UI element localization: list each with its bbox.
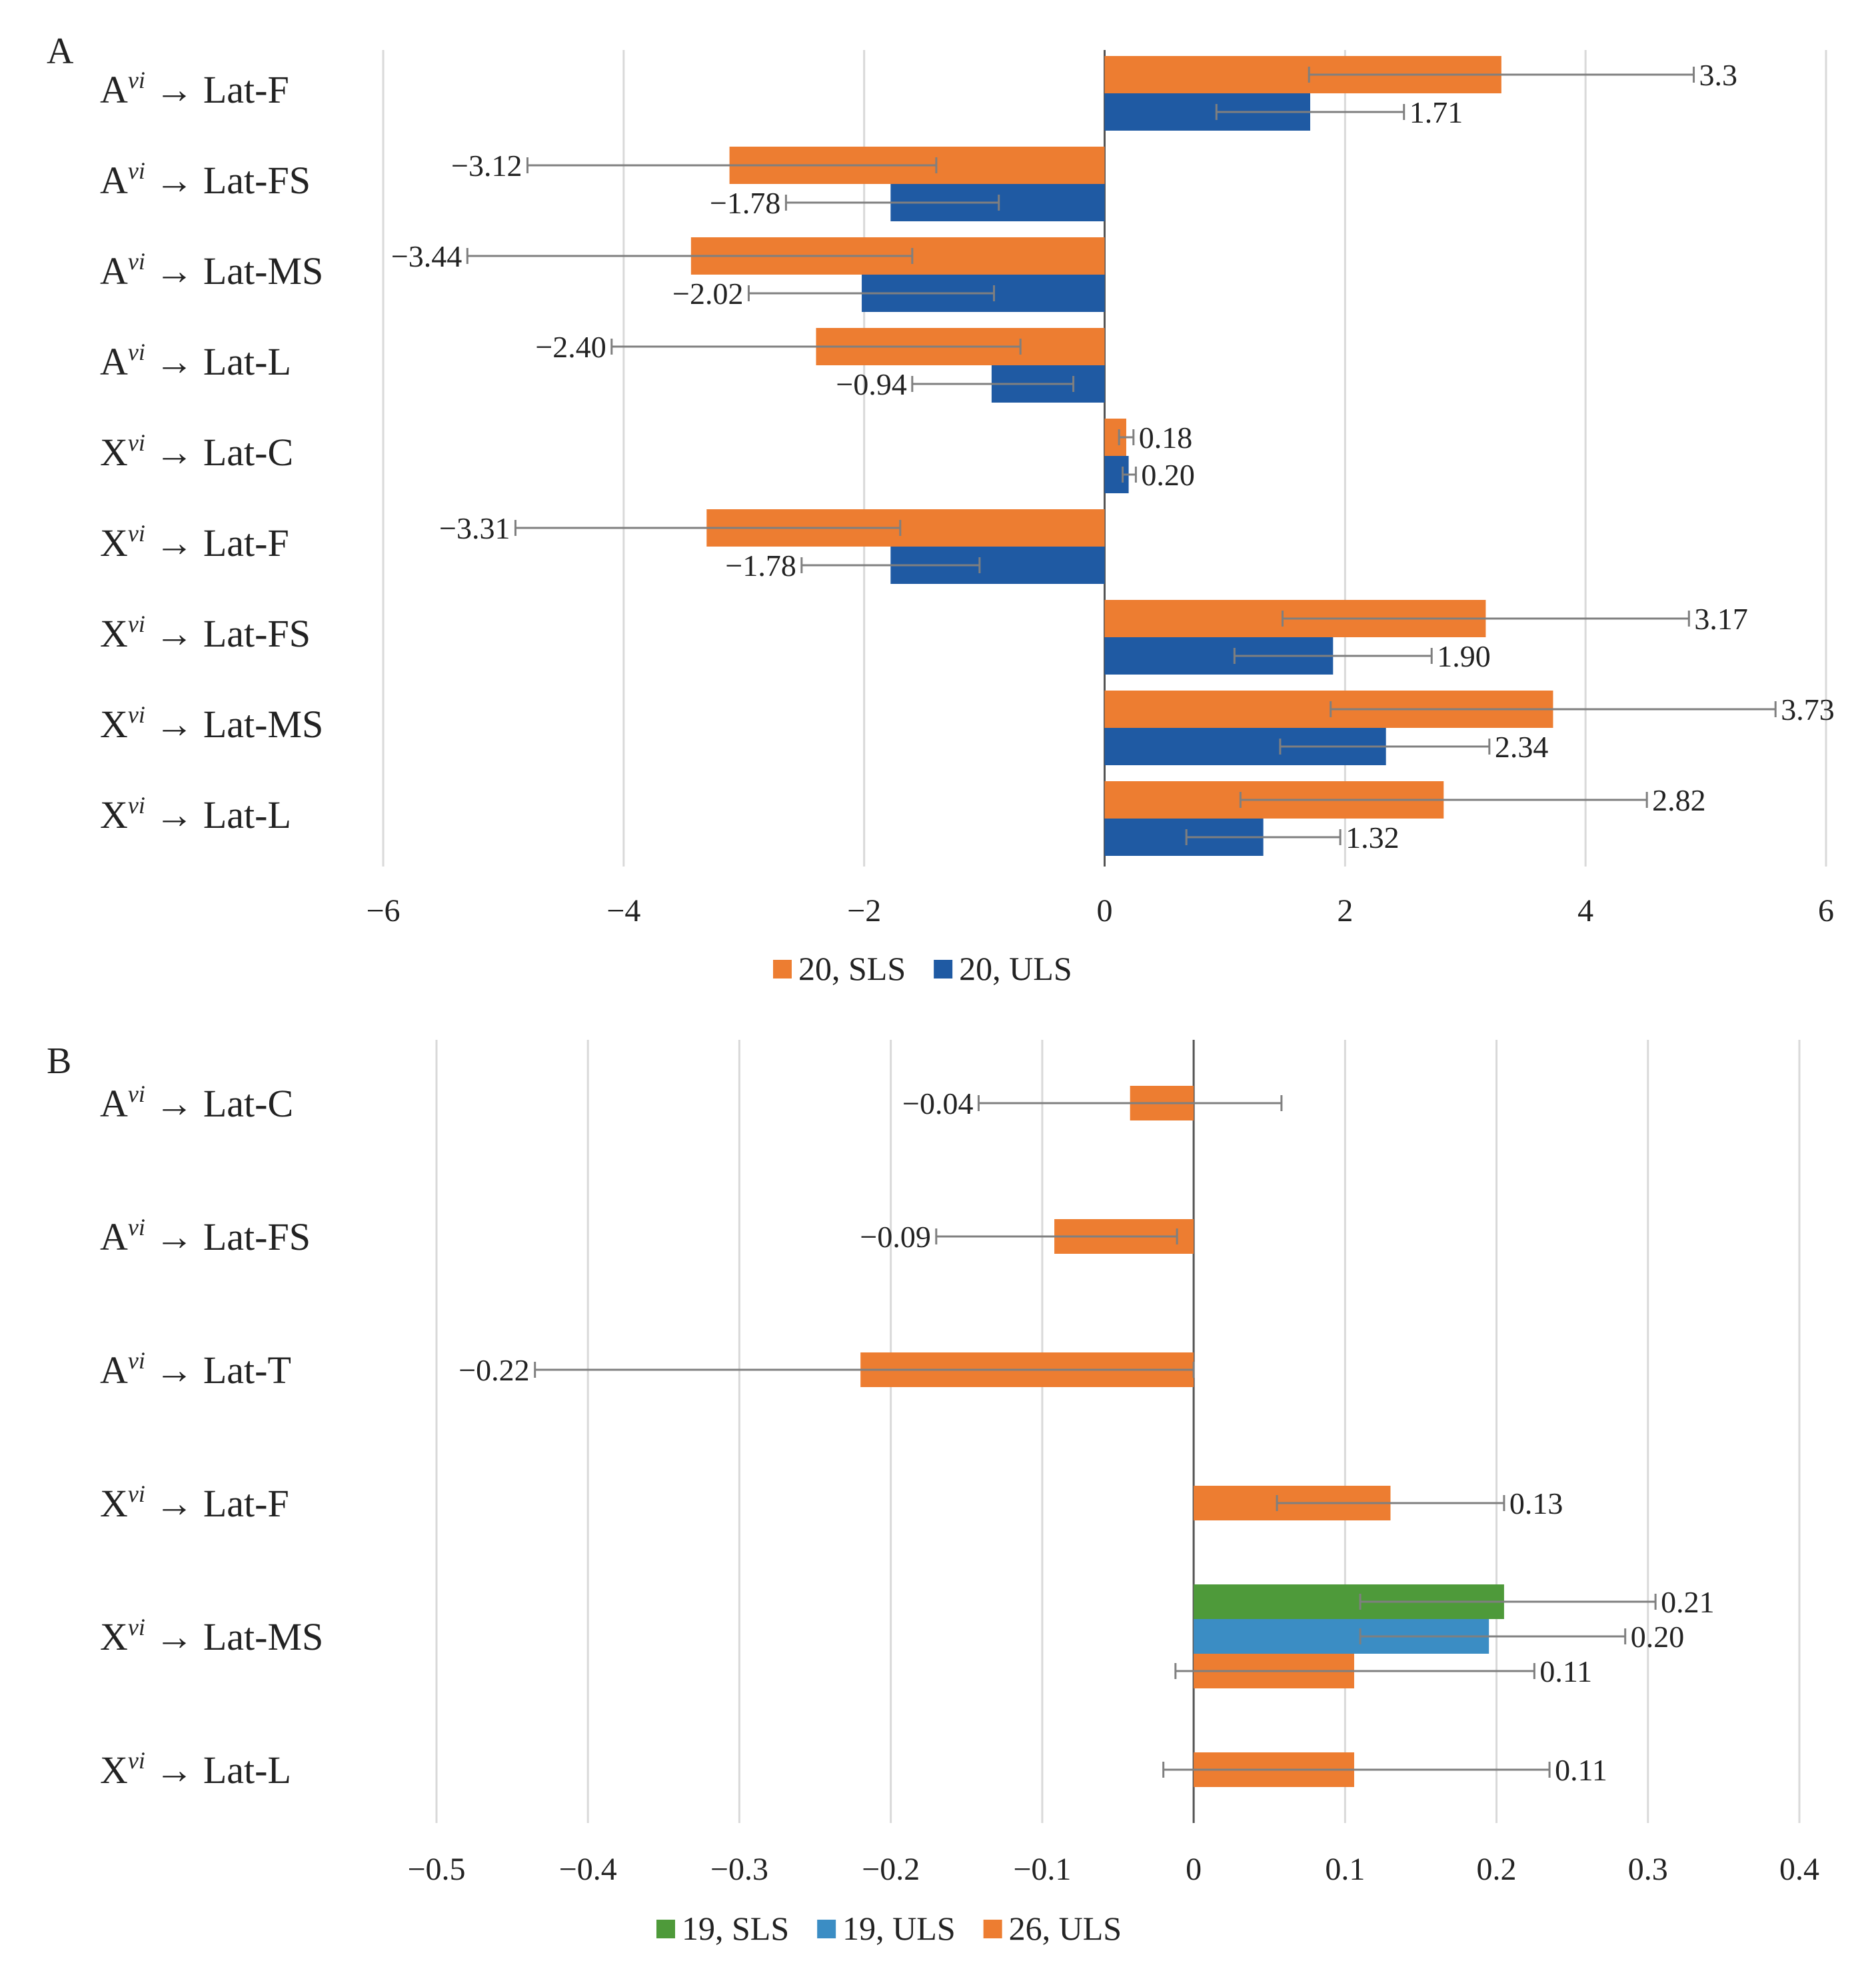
x-tick-label: 2 <box>1337 893 1353 929</box>
panel-b-gridlines <box>435 1040 1801 1823</box>
data-label: 0.18 <box>1139 421 1193 455</box>
panel-a: A 3.3 1.71 −3.12 −1.78 −3.44 −2.02 −2.40 −0.94 0… <box>47 31 1835 987</box>
data-label: 1.90 <box>1437 639 1491 673</box>
panel-a-legend: 20, SLS 20, ULS <box>773 950 1072 987</box>
x-tick-label: 0.3 <box>1628 1852 1668 1887</box>
panel-b-bars: −0.04 −0.09 −0.22 0.13 0.210.20 0.11 0.11 <box>459 1086 1715 1787</box>
x-tick-label: −0.3 <box>710 1852 768 1887</box>
panel-a-bars: 3.3 1.71 −3.12 −1.78 −3.44 −2.02 −2.40 −0.94 0.1… <box>391 56 1835 856</box>
x-tick-label: 0 <box>1097 893 1113 929</box>
data-label: 0.11 <box>1539 1654 1592 1688</box>
data-label: −2.02 <box>672 277 743 311</box>
category-label: Avi → Lat-T <box>100 1347 291 1392</box>
data-label: −0.09 <box>860 1220 930 1254</box>
category-label: Avi → Lat-C <box>100 1080 293 1125</box>
category-label: Avi → Lat-L <box>100 339 291 383</box>
legend-label: 20, SLS <box>798 950 906 987</box>
data-label: 2.82 <box>1652 783 1706 817</box>
data-label: 0.20 <box>1141 458 1195 492</box>
data-label: 3.17 <box>1694 602 1748 636</box>
legend-label: 20, ULS <box>959 950 1072 987</box>
data-label: −3.12 <box>451 149 522 183</box>
legend-swatch <box>773 960 792 979</box>
panel-b-legend: 19, SLS 19, ULS 26, ULS <box>656 1910 1122 1947</box>
data-label: −0.22 <box>459 1353 529 1387</box>
data-label: −2.40 <box>535 330 606 364</box>
category-label: Xvi → Lat-F <box>100 520 289 565</box>
category-label: Xvi → Lat-L <box>100 1747 291 1792</box>
x-tick-label: 0 <box>1186 1852 1202 1887</box>
x-tick-label: 0.1 <box>1325 1852 1365 1887</box>
category-label: Avi → Lat-FS <box>100 1214 311 1258</box>
category-label: Xvi → Lat-MS <box>100 1614 323 1658</box>
data-label: 0.21 <box>1661 1585 1715 1619</box>
panel-a-letter: A <box>47 31 74 72</box>
data-label: 1.32 <box>1346 821 1400 855</box>
data-label: −3.31 <box>439 511 510 545</box>
data-label: 3.73 <box>1781 693 1835 727</box>
legend-swatch <box>817 1920 836 1938</box>
data-label: −1.78 <box>725 549 796 583</box>
legend-label: 26, ULS <box>1009 1910 1122 1947</box>
panel-a-x-tick-labels: −6 −4 −2 0 2 4 6 <box>366 893 1834 929</box>
data-label: 0.11 <box>1555 1753 1607 1787</box>
data-label: 0.20 <box>1631 1620 1685 1654</box>
category-label: Xvi → Lat-FS <box>100 611 311 655</box>
panel-b-category-labels: Avi → Lat-C Avi → Lat-FS Avi → Lat-T Xvi → … <box>100 1080 323 1792</box>
data-label: −0.04 <box>902 1086 973 1120</box>
panel-b: B −0.04−0.09−0.220.130.210.200.110.11 Av… <box>47 1040 1819 1947</box>
panel-b-background <box>17 1023 1859 1966</box>
legend-swatch <box>656 1920 675 1938</box>
category-label: Xvi → Lat-C <box>100 429 293 474</box>
panel-b-letter: B <box>47 1040 71 1082</box>
legend-swatch <box>934 960 953 979</box>
x-tick-label: 6 <box>1818 893 1834 929</box>
data-label: 2.34 <box>1495 730 1549 764</box>
category-label: Xvi → Lat-F <box>100 1480 289 1525</box>
data-label: 0.13 <box>1509 1486 1563 1520</box>
data-label: −1.78 <box>710 186 780 220</box>
category-label: Xvi → Lat-L <box>100 792 291 837</box>
category-label: Xvi → Lat-MS <box>100 701 323 746</box>
category-label: Avi → Lat-FS <box>100 157 311 202</box>
data-label: −3.44 <box>391 239 462 273</box>
x-tick-label: −0.5 <box>407 1852 465 1887</box>
x-tick-label: −0.2 <box>862 1852 920 1887</box>
data-label: 3.3 <box>1699 58 1738 92</box>
panel-a-category-labels: Avi → Lat-F Avi → Lat-FS Avi → Lat-MS Avi →… <box>100 67 323 837</box>
x-tick-label: −0.1 <box>1013 1852 1071 1887</box>
legend-label: 19, SLS <box>682 1910 789 1947</box>
x-tick-label: 4 <box>1577 893 1593 929</box>
panel-b-x-tick-labels: −0.5 −0.4 −0.3 −0.2 −0.1 0 0.1 0.2 0.3 0.4 <box>407 1852 1819 1887</box>
x-tick-label: −4 <box>606 893 640 929</box>
data-label: 1.71 <box>1409 95 1463 129</box>
category-label: Avi → Lat-MS <box>100 248 323 293</box>
x-tick-label: −0.4 <box>559 1852 617 1887</box>
x-tick-label: −2 <box>847 893 881 929</box>
category-label: Avi → Lat-F <box>100 67 289 111</box>
data-label: −0.94 <box>836 367 906 401</box>
x-tick-label: 0.4 <box>1779 1852 1819 1887</box>
x-tick-label: 0.2 <box>1477 1852 1517 1887</box>
x-tick-label: −6 <box>366 893 400 929</box>
legend-swatch <box>983 1920 1002 1938</box>
legend-label: 19, ULS <box>842 1910 955 1947</box>
